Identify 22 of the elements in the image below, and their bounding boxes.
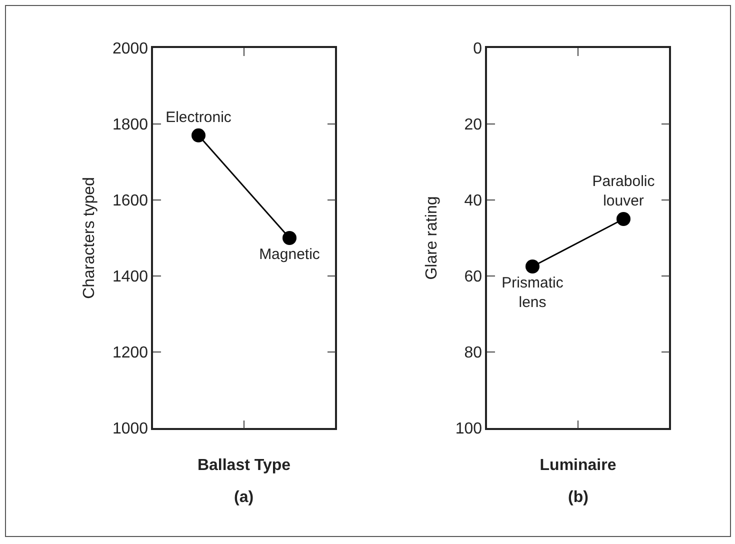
text: (b) bbox=[568, 489, 588, 506]
y-tick-label: 0 bbox=[473, 40, 482, 58]
x-tick-label: Prismatic lens bbox=[502, 274, 564, 311]
y-axis-title: Characters typed bbox=[80, 177, 98, 299]
x-tick-label: Magnetic bbox=[259, 246, 320, 263]
y-tick-label: 1200 bbox=[112, 344, 148, 362]
y-tick-label: 60 bbox=[464, 268, 482, 286]
y-tick-label: 20 bbox=[464, 116, 482, 134]
x-tick-label: Parabolic louver bbox=[592, 173, 656, 210]
y-tick-label: 1800 bbox=[112, 116, 148, 134]
y-tick-label: 40 bbox=[464, 192, 482, 210]
x-axis-title: Luminaire bbox=[540, 456, 616, 474]
x-axis-title: Ballast Type bbox=[197, 456, 291, 474]
x-tick-label: Electronic bbox=[166, 108, 232, 126]
y-tick-label: 2000 bbox=[112, 40, 148, 58]
y-tick-label: 1600 bbox=[112, 192, 148, 210]
y-axis-title: Glare rating bbox=[424, 196, 441, 280]
y-tick-label: 100 bbox=[455, 420, 482, 438]
y-tick-label: 80 bbox=[464, 344, 482, 362]
y-tick-label: 1400 bbox=[112, 268, 148, 286]
y-tick-label: 1000 bbox=[112, 420, 148, 438]
text: (a) bbox=[234, 489, 254, 506]
